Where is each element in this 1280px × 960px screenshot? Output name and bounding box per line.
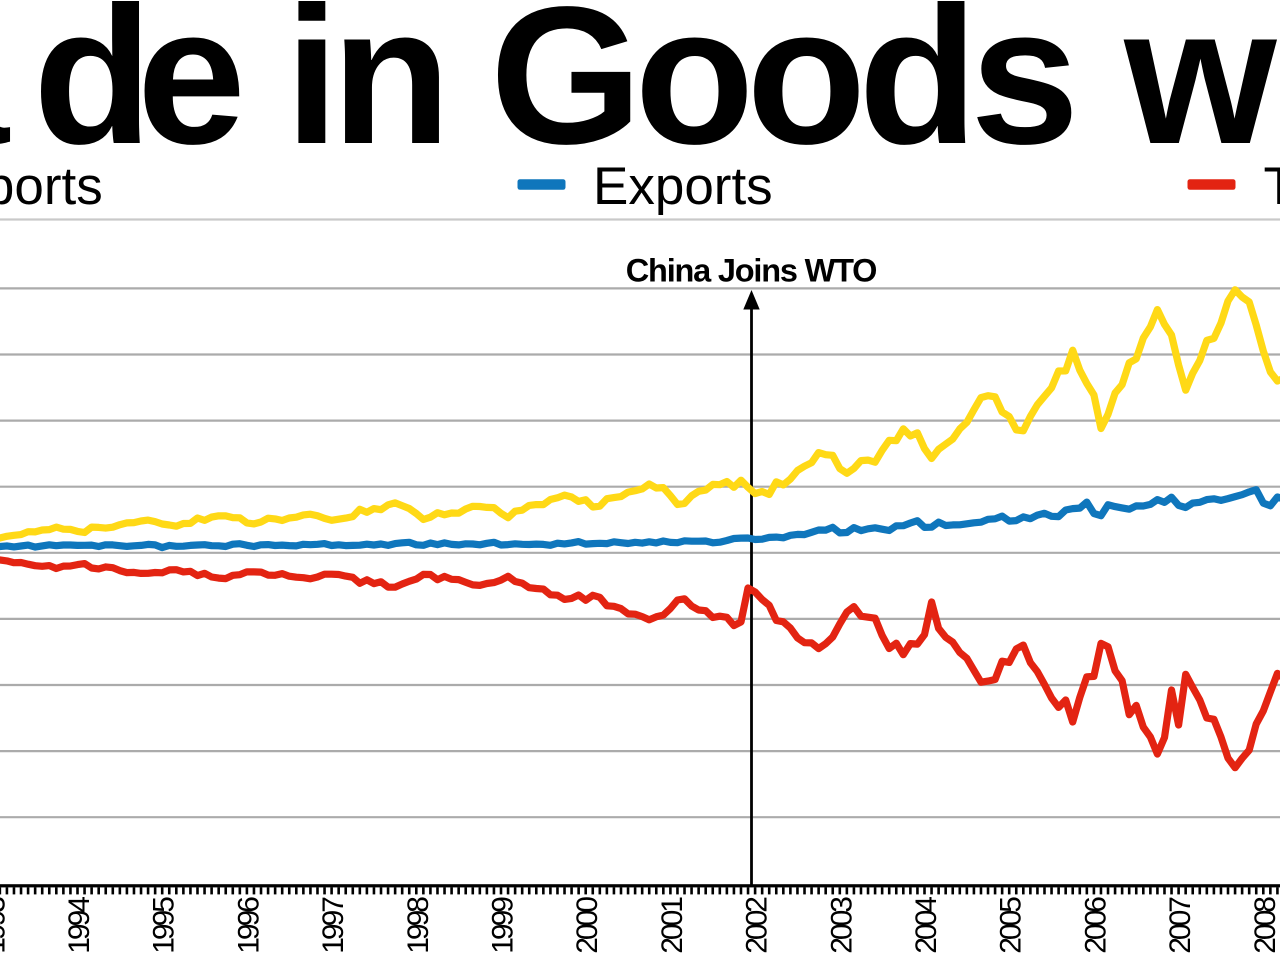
svg-text:1994: 1994 [63,897,96,954]
svg-text:2008: 2008 [1249,897,1280,954]
svg-text:1995: 1995 [148,897,181,954]
svg-text:1997: 1997 [317,897,350,954]
svg-text:1999: 1999 [487,897,520,954]
svg-text:China Joins WTO: China Joins WTO [626,253,876,289]
svg-text:2004: 2004 [910,897,943,954]
svg-text:1998: 1998 [402,897,435,954]
svg-text:Trade Balance: Trade Balance [1264,157,1280,216]
svg-text:2007: 2007 [1164,897,1197,954]
svg-text:Trade in Goods with China: Trade in Goods with China [0,0,1280,185]
svg-text:2006: 2006 [1079,897,1112,954]
svg-text:1993: 1993 [0,897,11,954]
svg-text:2002: 2002 [741,897,774,954]
svg-text:Imports: Imports [0,157,103,216]
svg-text:Exports: Exports [593,157,773,216]
svg-text:2003: 2003 [825,897,858,954]
svg-text:2000: 2000 [571,897,604,954]
svg-text:1996: 1996 [232,897,265,954]
svg-text:2001: 2001 [656,897,689,954]
svg-text:2005: 2005 [995,897,1028,954]
